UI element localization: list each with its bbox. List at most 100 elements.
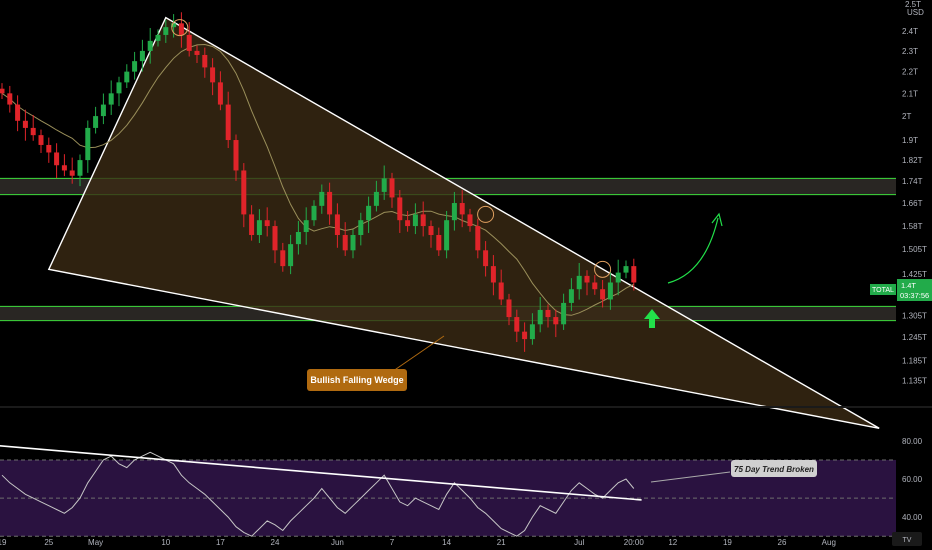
- rsi-line: [1, 451, 635, 537]
- price-axis[interactable]: 2.4T 2.3T 2.2T 2.1T 2T 1.9T 1.82T 1.74T 1.66T 1.5…: [902, 27, 927, 385]
- rsi-trendline: [0, 445, 642, 501]
- x-tick-label: 14: [442, 538, 451, 547]
- candle-body: [217, 82, 223, 105]
- candle-body: [155, 34, 161, 41]
- candle-body: [108, 93, 114, 105]
- candle-body: [545, 309, 551, 318]
- badge-name: TOTAL: [872, 287, 894, 294]
- candle-body: [124, 71, 130, 83]
- y-tick-label: 1.305T: [902, 311, 927, 320]
- x-tick-label: 26: [778, 538, 787, 547]
- wedge-label-box: [307, 369, 407, 391]
- candle-body: [139, 50, 145, 62]
- candle-body: [256, 220, 262, 236]
- rsi-tick-label: 60.00: [902, 475, 923, 484]
- candle-body: [529, 324, 535, 340]
- y-tick-label: 1.58T: [902, 222, 923, 231]
- y-tick-top: 2.5T: [905, 0, 921, 9]
- candle-body: [397, 197, 403, 221]
- touch-mark-2: [594, 260, 612, 278]
- x-tick-label: 19: [0, 538, 7, 547]
- candle-body: [171, 23, 177, 28]
- candle-body: [116, 82, 122, 94]
- candle-body: [389, 178, 395, 198]
- candle-body: [132, 61, 138, 72]
- candle-body: [436, 235, 442, 251]
- y-tick-label: 1.505T: [902, 245, 927, 254]
- x-tick-label: 19: [723, 538, 732, 547]
- candle-body: [69, 170, 75, 176]
- candle-body: [334, 214, 340, 236]
- candle-body: [327, 191, 333, 215]
- candle-body: [54, 152, 60, 166]
- candle-body: [194, 50, 200, 55]
- falling-wedge: [47, 16, 880, 429]
- candle-body: [264, 220, 270, 227]
- x-tick-label: Aug: [822, 538, 836, 547]
- candle-body: [311, 205, 317, 221]
- wedge-label-text: Bullish Falling Wedge: [310, 375, 403, 385]
- y-tick-label: 2.1T: [902, 89, 918, 98]
- candle-body: [568, 289, 574, 303]
- y-tick-label: 1.74T: [902, 177, 923, 186]
- y-tick-label: 2T: [902, 112, 911, 121]
- x-tick-label: 25: [44, 538, 53, 547]
- candle-body: [631, 266, 637, 283]
- candle-body: [358, 220, 364, 236]
- rsi-tick-label: 40.00: [902, 513, 923, 522]
- candle-body: [459, 203, 465, 215]
- wedge-label-callout: Bullish Falling Wedge: [307, 335, 445, 391]
- rsi-axis: 80.00 60.00 40.00: [902, 437, 923, 522]
- y-tick-label: 2.3T: [902, 47, 918, 56]
- candle-body: [623, 266, 629, 273]
- x-tick-label: 24: [271, 538, 280, 547]
- candle-body: [537, 309, 543, 325]
- x-tick-label: Jul: [574, 538, 584, 547]
- badge-value-box: [897, 279, 932, 301]
- y-tick-label: 1.9T: [902, 136, 918, 145]
- candle-body: [600, 289, 606, 300]
- time-axis[interactable]: 19 25 May 10 17 24 Jun 7 14 21 Jul 20:00 12 19 26 Aug: [0, 538, 836, 547]
- candle-body: [592, 282, 598, 290]
- candle-body: [350, 235, 356, 251]
- candle-body: [288, 244, 294, 267]
- rsi-tick-label: 80.00: [902, 437, 923, 446]
- x-tick-label: 21: [497, 538, 506, 547]
- candle-body: [15, 104, 21, 121]
- candle-body: [186, 34, 192, 51]
- candle-body: [373, 191, 379, 206]
- candle-body: [319, 191, 325, 206]
- rsi-label-text: 75 Day Trend Broken: [734, 465, 814, 474]
- candle-body: [100, 104, 106, 117]
- currency-label: USD: [907, 8, 924, 17]
- candle-body: [561, 302, 567, 325]
- x-tick-label: 10: [161, 538, 170, 547]
- candle-body: [272, 226, 278, 251]
- x-tick-label: Jun: [331, 538, 344, 547]
- badge-value: 1.4T: [901, 281, 916, 290]
- y-tick-label: 2.4T: [902, 27, 918, 36]
- candle-body: [46, 144, 52, 153]
- candle-body: [467, 214, 473, 227]
- candle-body: [607, 282, 613, 300]
- candle-body: [225, 104, 231, 141]
- candle-body: [444, 220, 450, 251]
- candle-body: [202, 54, 208, 68]
- candlesticks: [0, 12, 637, 352]
- candle-body: [498, 282, 504, 300]
- rsi-callout: 75 Day Trend Broken: [650, 460, 817, 483]
- candle-body: [163, 27, 169, 35]
- candle-body: [576, 275, 582, 290]
- candle-body: [483, 250, 489, 267]
- candle-body: [342, 235, 348, 251]
- ma-line: [1, 43, 635, 316]
- candle-body: [249, 214, 255, 236]
- y-tick-label: 1.245T: [902, 333, 927, 342]
- x-tick-label: May: [88, 538, 103, 547]
- candle-body: [30, 127, 36, 136]
- touch-marks: [171, 19, 612, 278]
- candle-body: [615, 272, 621, 283]
- candle-body: [553, 317, 559, 325]
- y-tick-label: 1.425T: [902, 270, 927, 279]
